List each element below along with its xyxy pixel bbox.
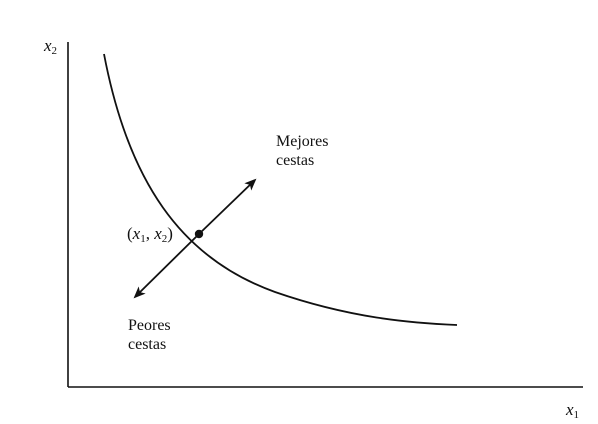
bundle-var1: x (132, 224, 141, 243)
bundle-point (194, 229, 204, 239)
x-axis-label-var: x (566, 400, 574, 419)
bundle-comma: , (145, 224, 155, 243)
y-axis-label-sub: 2 (51, 45, 58, 57)
worse-bundles-line1: Peores (128, 317, 171, 334)
x-axis-label-sub: 1 (573, 409, 580, 421)
better-bundles-line1: Mejores (276, 133, 329, 150)
better-bundles-line2: cestas (276, 152, 315, 169)
better-arrow (198, 178, 257, 235)
bundle-sub2: 2 (161, 233, 168, 245)
bundle-point-label: (x1, x2) (127, 224, 173, 249)
better-bundles-label: Mejores cestas (276, 132, 328, 170)
x-axis-label: x1 (566, 400, 579, 424)
bundle-var2: x (154, 224, 162, 243)
y-axis-label: x2 (44, 36, 57, 61)
worse-arrow (133, 233, 200, 299)
y-axis-label-var: x (44, 36, 52, 55)
bundle-close-paren: ) (167, 224, 173, 243)
worse-bundles-line2: cestas (128, 336, 167, 353)
indifference-curve (103, 53, 458, 326)
bundle-open-paren: ( (127, 224, 133, 243)
bundle-sub1: 1 (140, 233, 146, 245)
worse-bundles-label: Peores cestas (128, 316, 171, 354)
